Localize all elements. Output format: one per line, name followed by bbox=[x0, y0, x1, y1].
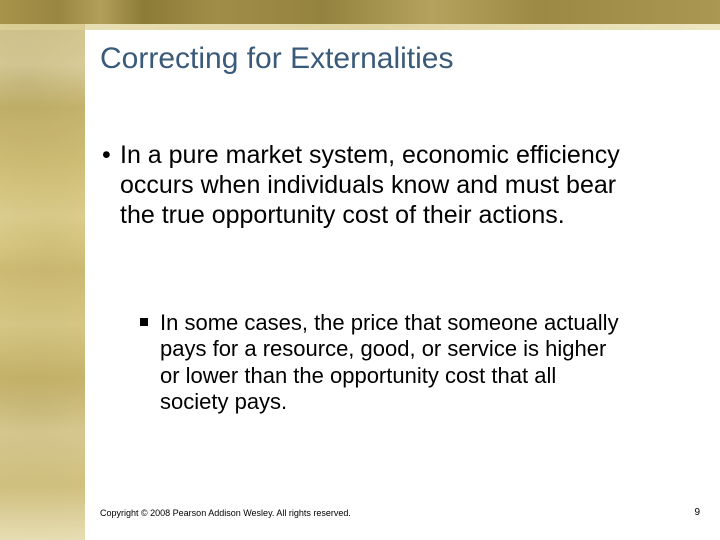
bullet-dot-icon: • bbox=[102, 140, 111, 170]
bullet-square-icon bbox=[140, 318, 148, 326]
bullet-sub: In some cases, the price that someone ac… bbox=[160, 310, 630, 416]
page-number: 9 bbox=[694, 507, 700, 518]
copyright-footer: Copyright © 2008 Pearson Addison Wesley.… bbox=[100, 508, 351, 518]
bullet-sub-text: In some cases, the price that someone ac… bbox=[160, 310, 619, 414]
top-decorative-band bbox=[0, 0, 720, 24]
bullet-main-text: In a pure market system, economic effici… bbox=[120, 141, 620, 229]
bullet-main: • In a pure market system, economic effi… bbox=[120, 140, 640, 230]
slide-title: Correcting for Externalities bbox=[100, 42, 453, 76]
left-decorative-strip bbox=[0, 0, 85, 540]
